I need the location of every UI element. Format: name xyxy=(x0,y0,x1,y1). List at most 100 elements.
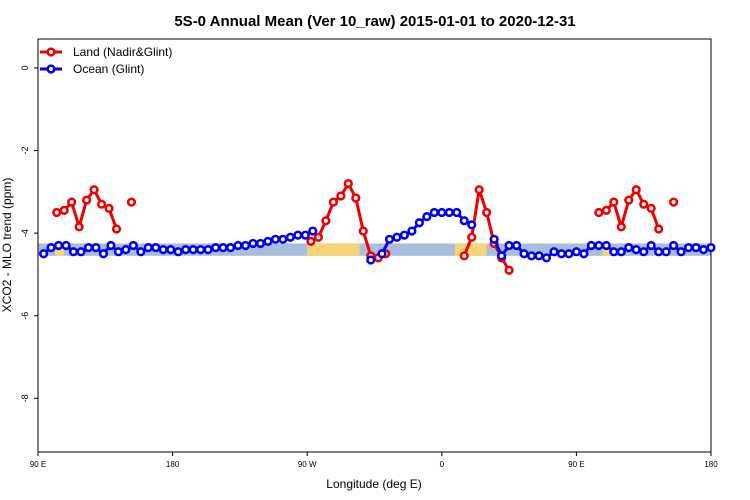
data-point xyxy=(173,247,183,257)
data-point xyxy=(579,249,589,259)
data-point xyxy=(106,240,116,251)
data-point xyxy=(306,236,316,246)
data-point xyxy=(255,238,266,249)
data-point xyxy=(444,207,454,218)
data-point xyxy=(343,178,353,189)
data-point xyxy=(240,240,251,251)
data-point xyxy=(586,240,596,251)
data-point xyxy=(218,242,228,253)
data-point xyxy=(111,224,122,234)
y-tick-label: 0 xyxy=(20,65,30,70)
data-point xyxy=(609,197,619,207)
data-point xyxy=(181,245,191,255)
data-point xyxy=(46,242,56,253)
legend: Land (Nadir&Glint) Ocean (Glint) xyxy=(40,45,172,76)
data-point xyxy=(136,247,146,257)
data-point xyxy=(96,199,107,209)
data-point xyxy=(669,197,679,207)
legend-label: Land (Nadir&Glint) xyxy=(73,45,172,59)
data-point xyxy=(89,185,99,195)
data-point xyxy=(270,234,281,244)
data-point xyxy=(321,216,331,226)
data-point xyxy=(143,242,153,253)
data-point xyxy=(59,205,69,215)
data-point xyxy=(313,232,324,242)
x-tick-label: 180 xyxy=(166,460,180,469)
data-point xyxy=(691,242,701,253)
series-ocean xyxy=(39,207,716,265)
data-point xyxy=(571,247,582,257)
data-point xyxy=(366,255,376,265)
data-point xyxy=(422,211,432,222)
data-point xyxy=(121,245,131,255)
data-point xyxy=(646,240,656,251)
data-point xyxy=(564,249,574,259)
data-point xyxy=(429,207,439,218)
data-point xyxy=(392,232,402,242)
data-point xyxy=(474,185,484,195)
data-point xyxy=(437,207,447,218)
data-point xyxy=(126,197,137,207)
data-point xyxy=(683,242,694,253)
data-point xyxy=(263,236,273,246)
data-point xyxy=(128,240,138,251)
data-point xyxy=(336,191,346,201)
data-point xyxy=(459,251,469,261)
data-point xyxy=(526,251,537,261)
data-point xyxy=(113,247,123,257)
data-point xyxy=(609,247,619,257)
data-point xyxy=(83,242,94,253)
data-point xyxy=(278,234,288,244)
y-tick-label: -6 xyxy=(20,312,30,320)
data-point xyxy=(68,247,79,257)
data-point xyxy=(384,234,395,244)
data-point xyxy=(646,203,656,213)
axes: 90 E 180 90 W 0 90 E 180 0 -2 -4 -6 -8 xyxy=(20,65,718,469)
data-point xyxy=(76,247,86,257)
data-point xyxy=(504,265,514,275)
data-point xyxy=(39,249,49,259)
data-point xyxy=(74,222,84,232)
data-point xyxy=(166,245,176,255)
x-tick-label: 0 xyxy=(440,460,445,469)
legend-marker xyxy=(46,47,56,57)
series-layer xyxy=(39,178,716,275)
data-point xyxy=(210,242,221,253)
data-point xyxy=(556,249,567,259)
x-tick-label: 90 E xyxy=(30,460,46,469)
data-point xyxy=(285,232,295,242)
data-point xyxy=(351,193,361,203)
data-point xyxy=(53,240,64,251)
data-point xyxy=(233,240,243,251)
data-point xyxy=(676,247,686,257)
x-tick-label: 90 E xyxy=(568,460,584,469)
data-point xyxy=(594,240,604,251)
data-point xyxy=(293,230,303,240)
data-point xyxy=(67,197,77,207)
series-land xyxy=(52,178,679,275)
data-point xyxy=(399,230,410,240)
data-point xyxy=(248,238,258,249)
data-point xyxy=(328,197,338,207)
data-point xyxy=(358,226,368,236)
land-band xyxy=(454,243,487,256)
data-point xyxy=(631,245,641,255)
y-tick-label: -2 xyxy=(20,147,30,155)
data-point xyxy=(654,247,664,257)
data-point xyxy=(151,242,161,253)
chart-title: 5S-0 Annual Mean (Ver 10_raw) 2015-01-01… xyxy=(174,13,575,30)
land-band xyxy=(307,243,360,256)
data-point xyxy=(459,216,469,226)
data-point xyxy=(541,253,552,263)
legend-marker xyxy=(46,64,56,74)
data-point xyxy=(624,242,634,253)
data-point xyxy=(639,247,649,257)
data-point xyxy=(601,240,611,251)
data-point xyxy=(631,185,641,195)
data-point xyxy=(91,242,101,253)
data-point xyxy=(98,249,109,259)
data-point xyxy=(467,220,477,230)
data-point xyxy=(616,247,626,257)
data-point xyxy=(225,242,236,253)
data-point xyxy=(534,251,544,261)
